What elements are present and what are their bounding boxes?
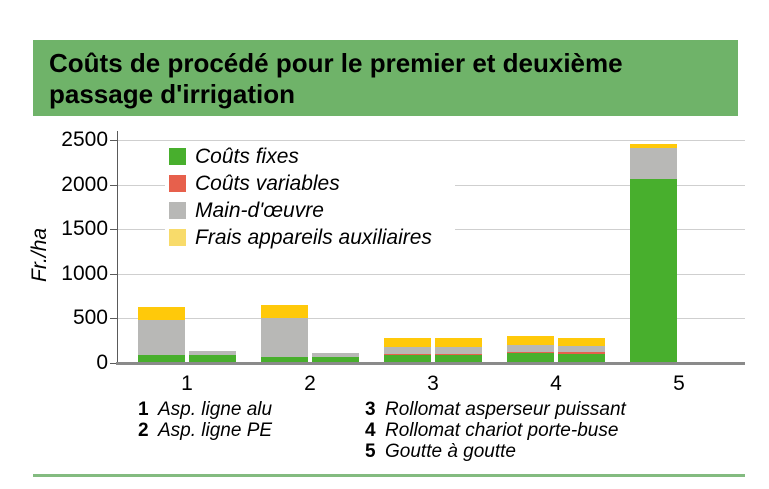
bar-segment-pass2-cat1	[189, 354, 236, 363]
bar-category-1-pass1	[138, 140, 185, 363]
legend-label: Coûts variables	[195, 171, 340, 195]
bar-segment-pass1-cat5	[630, 148, 677, 180]
series-legend: Coûts fixes Coûts variables Main-d'œuvre Fr…	[165, 141, 455, 255]
y-tick-mark-2500	[110, 140, 118, 141]
gridline-2500	[118, 140, 745, 141]
legend-item-0: Coûts fixes	[169, 143, 451, 170]
bar-segment-pass2-cat4	[558, 346, 605, 353]
bar-segment-pass1-cat4	[507, 336, 554, 346]
chart-title-line2: passage d'irrigation	[49, 79, 296, 109]
bar-segment-pass2-cat2	[312, 352, 359, 357]
category-legend-number: 3	[365, 399, 376, 420]
bar-category-2-pass2	[312, 140, 359, 363]
bar-category-5-pass2	[681, 140, 728, 363]
y-tick-mark-1000	[110, 273, 118, 275]
legend-label: Main-d'œuvre	[195, 198, 324, 222]
category-legend-row-4: 4 Rollomat chariot porte-buse	[365, 420, 626, 441]
x-axis-label-4: 4	[550, 372, 562, 395]
x-axis-label-5: 5	[673, 372, 685, 395]
gridline-500	[118, 318, 745, 320]
y-tick-mark-2000	[110, 184, 118, 186]
y-tick-label-2500: 2500	[61, 128, 108, 151]
bar-segment-pass2-cat4	[558, 337, 605, 347]
y-tick-mark-500	[110, 318, 118, 320]
bar-category-3-pass2	[435, 140, 482, 363]
bar-category-5-pass1	[630, 140, 677, 363]
bar-segment-pass1-cat4	[507, 353, 554, 363]
category-legend-row-5: 5 Goutte à goutte	[365, 441, 626, 462]
bar-segment-pass2-cat1	[189, 351, 236, 355]
bar-segment-pass2-cat3	[435, 353, 482, 355]
x-axis-label-3: 3	[427, 372, 439, 395]
chart-title-banner: Coûts de procédé pour le premier et deux…	[33, 40, 738, 116]
category-legend-number: 1	[138, 399, 149, 420]
bar-segment-pass2-cat4	[558, 353, 605, 363]
bar-category-4-pass1	[507, 140, 554, 363]
bar-category-1-pass2	[189, 140, 236, 363]
bar-segment-pass1-cat1	[138, 306, 185, 321]
legend-swatch-icon	[169, 148, 186, 165]
legend-label: Coûts fixes	[195, 144, 299, 168]
bar-segment-pass2-cat3	[435, 354, 482, 363]
category-legend-column-2: 3 Rollomat asperseur puissant 4 Rollomat ch…	[365, 399, 626, 462]
category-legend-label: Goutte à goutte	[385, 441, 516, 462]
bar-segment-pass2-cat3	[435, 346, 482, 354]
category-legend-row-2: 2 Asp. ligne PE	[138, 420, 272, 441]
gridline-1000	[118, 273, 745, 275]
bar-segment-pass2-cat4	[558, 352, 605, 354]
bar-segment-pass1-cat4	[507, 345, 554, 352]
bar-segment-pass1-cat2	[261, 318, 308, 357]
bar-segment-pass2-cat2	[312, 356, 359, 363]
bar-category-3-pass1	[384, 140, 431, 363]
y-tick-mark-0	[110, 363, 118, 364]
x-axis-line	[116, 362, 745, 365]
y-axis-line	[117, 131, 118, 363]
y-tick-label-0: 0	[96, 351, 108, 374]
category-legend-label: Asp. ligne alu	[158, 399, 273, 420]
category-legend-column-1: 1 Asp. ligne alu 2 Asp. ligne PE	[138, 399, 272, 441]
bar-segment-pass2-cat3	[435, 338, 482, 347]
bar-segment-pass1-cat3	[384, 346, 431, 354]
category-legend-label: Rollomat chariot porte-buse	[385, 420, 619, 441]
bar-segment-pass1-cat3	[384, 354, 431, 363]
category-legend-label: Rollomat asperseur puissant	[385, 399, 626, 420]
bar-segment-pass1-cat2	[261, 305, 308, 319]
legend-label: Frais appareils auxiliaires	[195, 225, 432, 249]
bar-segment-pass1-cat1	[138, 355, 185, 363]
category-legend-row-1: 1 Asp. ligne alu	[138, 399, 272, 420]
bar-category-4-pass2	[558, 140, 605, 363]
y-tick-label-500: 500	[72, 306, 108, 330]
category-legend-number: 5	[365, 441, 376, 462]
bar-segment-pass1-cat5	[630, 179, 677, 363]
x-axis-label-1: 1	[181, 372, 193, 395]
x-axis-label-2: 2	[304, 372, 316, 395]
legend-item-3: Frais appareils auxiliaires	[169, 224, 451, 251]
category-legend-label: Asp. ligne PE	[158, 420, 273, 441]
plot-area	[118, 140, 745, 363]
legend-item-1: Coûts variables	[169, 170, 451, 197]
y-axis-label: Fr./ha	[28, 227, 51, 283]
bar-segment-pass1-cat4	[507, 351, 554, 354]
bar-segment-pass1-cat1	[138, 320, 185, 356]
bar-segment-pass1-cat3	[384, 353, 431, 355]
category-legend-row-3: 3 Rollomat asperseur puissant	[365, 399, 626, 420]
bar-segment-pass1-cat5	[630, 144, 677, 149]
y-tick-label-1500: 1500	[61, 217, 108, 241]
y-tick-label-1000: 1000	[61, 261, 108, 285]
bar-category-2-pass1	[261, 140, 308, 363]
category-legend-number: 2	[138, 420, 149, 441]
legend-item-2: Main-d'œuvre	[169, 197, 451, 224]
chart-title-line1: Coûts de procédé pour le premier et deux…	[49, 48, 623, 78]
category-legend-number: 4	[365, 420, 376, 441]
legend-swatch-icon	[169, 175, 186, 192]
bar-segment-pass1-cat3	[384, 338, 431, 347]
legend-swatch-icon	[169, 202, 186, 219]
bar-segment-pass1-cat2	[261, 356, 308, 363]
bottom-rule	[33, 474, 745, 477]
y-tick-label-2000: 2000	[61, 172, 108, 196]
legend-swatch-icon	[169, 229, 186, 246]
y-tick-mark-1500	[110, 229, 118, 231]
